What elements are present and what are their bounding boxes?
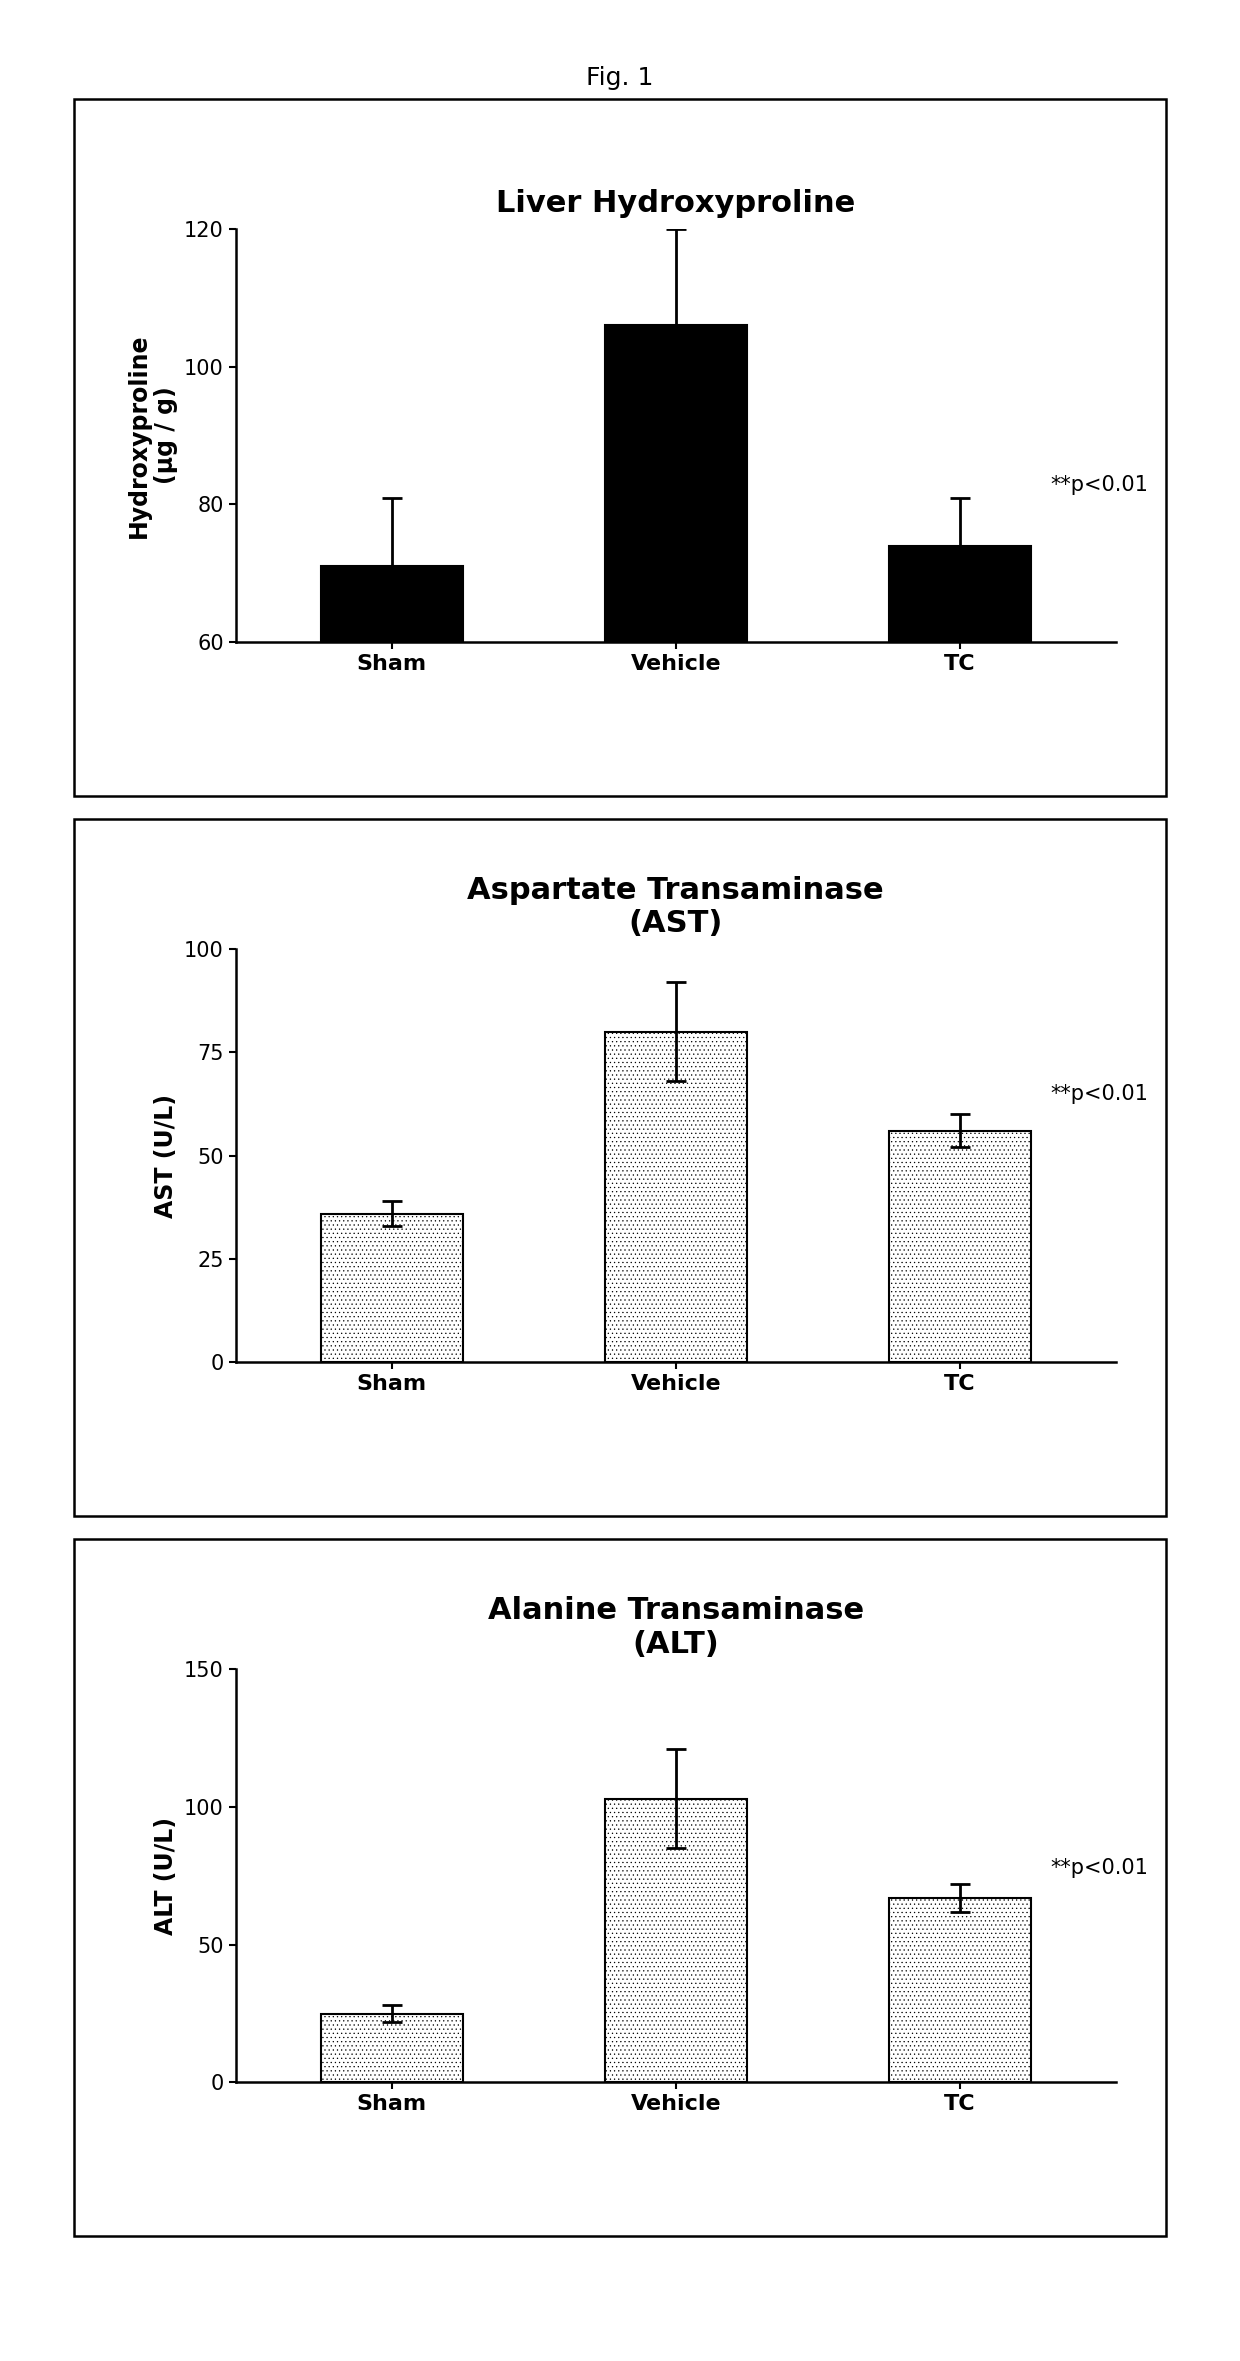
Title: Liver Hydroxyproline: Liver Hydroxyproline	[496, 189, 856, 217]
Bar	[889, 1898, 1030, 2082]
Bar	[889, 545, 1030, 642]
Text: **p<0.01: **p<0.01	[1050, 1858, 1148, 1877]
Y-axis label: Hydroxyproline
(μg / g): Hydroxyproline (μg / g)	[126, 333, 179, 538]
Text: Fig. 1: Fig. 1	[587, 66, 653, 90]
Title: Alanine Transaminase
(ALT): Alanine Transaminase (ALT)	[487, 1596, 864, 1657]
Title: Aspartate Transaminase
(AST): Aspartate Transaminase (AST)	[467, 876, 884, 937]
Bar	[889, 1131, 1030, 1362]
Text: **p<0.01: **p<0.01	[1050, 475, 1148, 496]
Bar	[321, 1214, 463, 1362]
Text: **p<0.01: **p<0.01	[1050, 1084, 1148, 1103]
Bar	[605, 1032, 746, 1362]
Bar	[605, 1799, 746, 2082]
Y-axis label: AST (U/L): AST (U/L)	[155, 1093, 179, 1218]
Bar	[321, 2014, 463, 2082]
Y-axis label: ALT (U/L): ALT (U/L)	[155, 1818, 179, 1934]
Bar	[321, 567, 463, 642]
Bar	[605, 326, 746, 642]
